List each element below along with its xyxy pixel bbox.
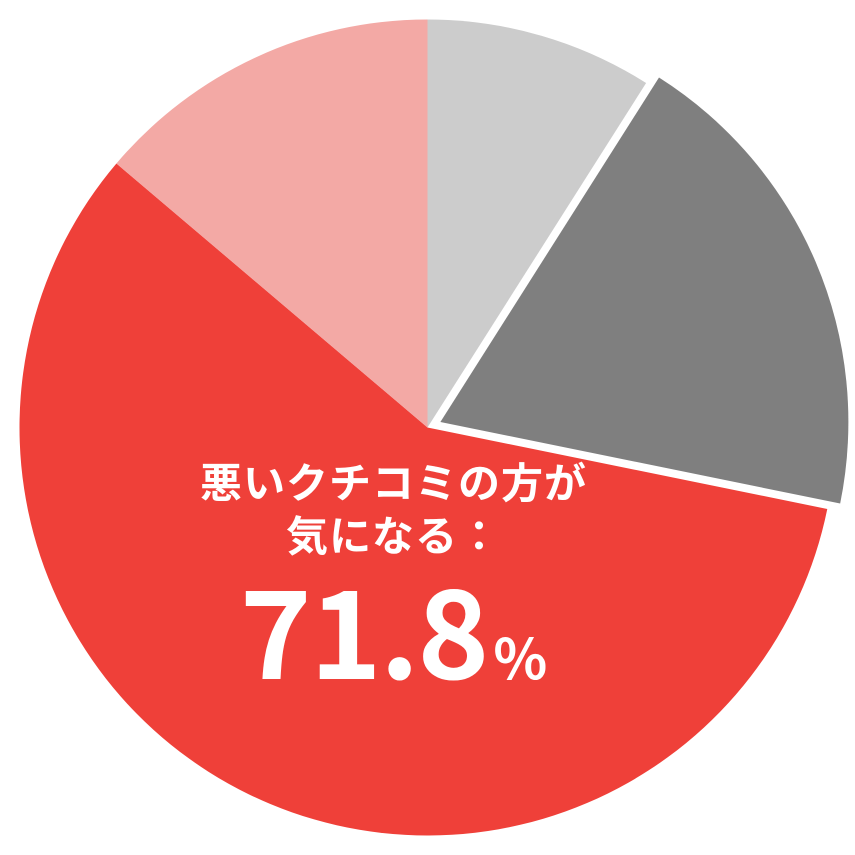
pie-main-label: 悪いクチコミの方が 気になる： 71.8% — [200, 455, 587, 691]
label-percent: % — [493, 621, 547, 691]
pie-chart-svg — [0, 0, 855, 855]
label-line-1: 悪いクチコミの方が — [200, 455, 587, 508]
pie-chart: 悪いクチコミの方が 気になる： 71.8% — [0, 0, 855, 855]
label-value: 71.8 — [240, 566, 488, 688]
